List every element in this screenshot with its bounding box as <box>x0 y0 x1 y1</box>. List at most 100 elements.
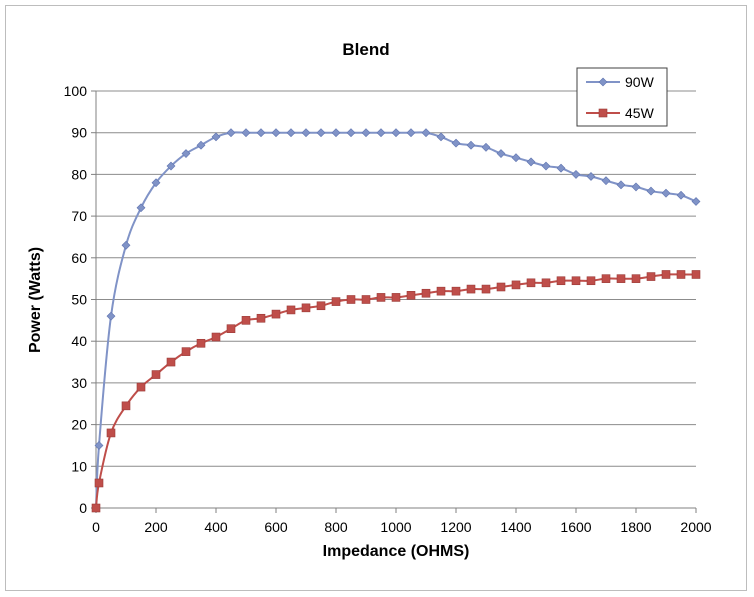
data-point <box>616 274 626 283</box>
data-point <box>316 301 326 311</box>
data-point <box>331 128 341 138</box>
data-point <box>151 178 161 188</box>
data-point <box>376 293 386 302</box>
data-point <box>94 478 104 488</box>
series-45W <box>91 270 701 513</box>
x-tick-label: 200 <box>144 519 168 535</box>
data-point <box>586 172 596 181</box>
data-point <box>271 309 281 319</box>
x-tick-label: 600 <box>264 519 288 535</box>
data-point <box>94 441 104 450</box>
data-point <box>406 128 416 138</box>
data-point <box>391 128 401 138</box>
series-line <box>95 131 697 509</box>
chart-title: Blend <box>342 40 389 59</box>
data-point <box>151 370 161 379</box>
data-point <box>331 297 341 306</box>
data-point <box>451 138 461 148</box>
data-point <box>106 311 116 321</box>
data-point <box>571 169 581 179</box>
x-tick-label: 1400 <box>500 519 531 535</box>
y-tick-label: 80 <box>71 166 87 182</box>
data-point <box>421 288 431 298</box>
data-point <box>91 503 101 513</box>
data-point <box>136 382 146 392</box>
y-tick-label: 60 <box>71 250 87 266</box>
x-tick-label: 1200 <box>440 519 471 535</box>
data-point <box>616 180 626 190</box>
data-point <box>256 128 266 138</box>
data-point <box>286 128 296 138</box>
data-point <box>241 128 251 138</box>
data-point <box>466 284 476 294</box>
data-point <box>601 176 611 186</box>
data-point <box>436 286 446 296</box>
data-point <box>661 188 671 198</box>
y-tick-label: 30 <box>71 375 87 391</box>
data-point <box>136 203 146 213</box>
y-tick-label: 10 <box>71 458 87 474</box>
data-point <box>391 293 401 302</box>
y-tick-label: 70 <box>71 208 87 224</box>
data-point <box>106 428 116 438</box>
x-tick-label: 1800 <box>620 519 651 535</box>
data-point <box>511 280 521 290</box>
y-tick-label: 40 <box>71 333 87 349</box>
data-point <box>316 128 326 138</box>
y-tick-label: 100 <box>64 83 88 99</box>
data-point <box>346 128 356 138</box>
x-tick-label: 0 <box>92 519 100 535</box>
data-point <box>646 186 656 196</box>
data-point <box>346 295 356 304</box>
y-axis-title: Power (Watts) <box>27 247 44 353</box>
data-point <box>166 357 176 367</box>
data-point <box>286 305 296 315</box>
x-tick-label: 1600 <box>560 519 591 535</box>
y-tick-labels: 0 10 20 30 40 50 60 70 80 90 100 <box>64 83 88 516</box>
x-axis-title: Impedance (OHMS) <box>323 543 470 560</box>
data-point <box>301 303 311 313</box>
data-point <box>211 132 221 142</box>
data-point <box>631 274 641 283</box>
axes <box>91 90 697 513</box>
data-point <box>481 142 491 152</box>
data-point <box>181 347 191 356</box>
legend-box <box>576 67 668 127</box>
data-point <box>226 324 236 333</box>
data-point <box>466 140 476 150</box>
data-point <box>241 316 251 325</box>
data-point <box>181 149 191 158</box>
x-tick-label: 400 <box>204 519 228 535</box>
data-point <box>361 295 371 304</box>
legend-label: 45W <box>625 105 655 121</box>
data-point <box>271 128 281 138</box>
x-tick-label: 800 <box>324 519 348 535</box>
legend: 90W 45W <box>576 67 668 127</box>
data-point <box>421 128 431 138</box>
y-tick-label: 0 <box>79 500 87 516</box>
y-tick-label: 90 <box>71 125 87 141</box>
data-point <box>121 401 131 411</box>
legend-marker <box>598 77 608 87</box>
data-point <box>571 276 581 286</box>
data-point <box>511 153 521 163</box>
data-point <box>196 338 206 348</box>
data-point <box>661 270 671 279</box>
data-point <box>121 240 131 250</box>
data-point <box>301 128 311 138</box>
data-point <box>691 270 701 279</box>
data-point <box>586 276 596 286</box>
data-point <box>496 149 506 158</box>
data-point <box>646 272 656 281</box>
legend-label: 90W <box>625 74 655 90</box>
y-tick-label: 20 <box>71 417 87 433</box>
data-point <box>691 197 701 206</box>
x-tick-labels: 0 200 400 600 800 1000 1200 1400 1600 1800 2000 <box>92 519 712 535</box>
data-point <box>481 284 491 294</box>
data-point <box>211 332 221 342</box>
data-point <box>676 270 686 279</box>
data-point <box>676 190 686 200</box>
data-point <box>556 163 566 173</box>
data-point <box>631 182 641 192</box>
